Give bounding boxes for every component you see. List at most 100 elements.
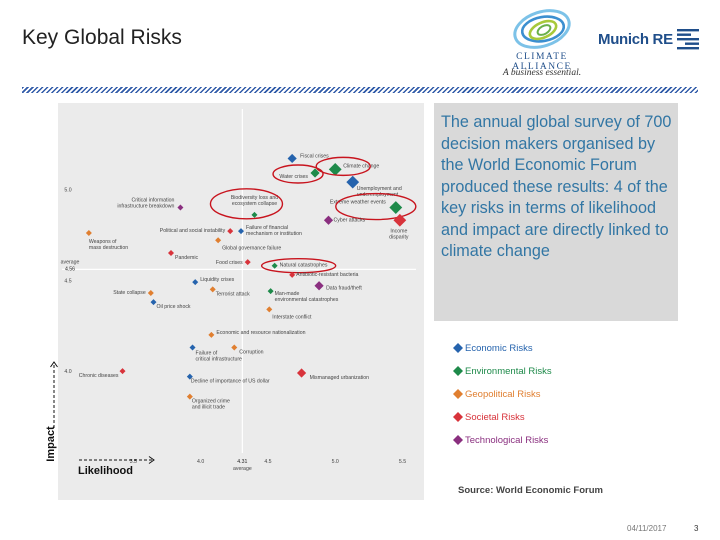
point-label-food-crises: Food crises <box>216 260 243 266</box>
point-label-global-governance-failure: Global governance failure <box>222 245 281 251</box>
legend-label-societal: Societal Risks <box>465 412 525 423</box>
highlight-ring-natural-catastrophes <box>260 258 337 274</box>
point-data-fraud-theft <box>314 281 324 291</box>
header-stripe <box>22 87 698 93</box>
point-biodiversity-loss-and-ecosystem-collapse <box>251 211 258 218</box>
y-tick-label-4-0: 4.0 <box>64 369 71 375</box>
legend-label-technological: Technological Risks <box>465 435 549 446</box>
point-climate-change <box>328 162 342 176</box>
average-x-caption: average <box>233 466 252 472</box>
legend-economic-diamond-icon <box>453 343 463 353</box>
point-label-failure-of-critical-infrastructure: Failure of critical infrastructure <box>196 351 243 363</box>
point-failure-of-critical-infrastructure <box>189 344 196 351</box>
likelihood-axis-label: Likelihood <box>78 465 133 477</box>
x-tick-label-5-0: 5.0 <box>332 459 339 465</box>
point-label-weapons-of-mass-destruction: Weapons of mass destruction <box>89 239 128 251</box>
point-pandemic <box>168 250 174 256</box>
y-tick-label-5-0: 5.0 <box>64 187 71 193</box>
point-failure-of-financial-mechanism-or-institution <box>238 228 244 235</box>
point-political-and-social-instability <box>227 228 234 235</box>
x-tick-label-3-5: 3.5 <box>130 459 137 465</box>
climate-alliance-logo: CLIMATE ALLIANCE A business essential. <box>488 6 596 84</box>
point-antibiotic-resistant-bacteria <box>289 271 296 278</box>
survey-callout: The annual global survey of 700 decision… <box>434 103 678 321</box>
point-label-biodiversity-loss-and-ecosystem-collapse: Biodiversity loss and ecosystem collapse <box>231 195 278 207</box>
point-mismanaged-urbanization <box>296 368 307 378</box>
point-organized-crime-and-illicit-trade <box>186 393 193 400</box>
point-label-data-fraud-theft: Data fraud/theft <box>326 286 362 292</box>
point-label-failure-of-financial-mechanism-or-institution: Failure of financial mechanism or institu… <box>246 225 302 237</box>
point-label-income-disparity: Income disparity <box>389 228 409 240</box>
highlight-ring-extreme-weather-events <box>335 192 417 221</box>
legend-societal-diamond-icon <box>453 412 463 422</box>
point-label-corruption: Corruption <box>239 350 263 356</box>
slide-title: Key Global Risks <box>22 26 182 49</box>
point-label-terrorist-attack: Terrorist attack <box>216 291 250 297</box>
point-food-crises <box>244 259 251 266</box>
point-critical-information-infrastructure-breakdown <box>177 204 184 211</box>
point-label-water-crises: Water crises <box>279 174 308 180</box>
risk-chart-panel: 3.5 4.0 4.5 5.0 5.5 4.0 4.5 5.0 4.31 average avera… <box>58 103 424 500</box>
point-extreme-weather-events <box>389 201 403 214</box>
point-label-unemployment-and-underemployment: Unemployment and underemployment <box>357 186 402 198</box>
point-label-economic-and-resource-nationalization: Economic and resource nationalization <box>216 330 305 336</box>
climate-alliance-tagline: A business essential. <box>502 68 582 78</box>
point-economic-and-resource-nationalization <box>208 331 215 338</box>
highlight-ring-climate-change <box>315 156 371 177</box>
point-income-disparity <box>393 213 407 227</box>
point-natural-catastrophes <box>271 262 278 269</box>
munich-re-name: Munich RE <box>598 30 673 48</box>
average-x-label: 4.31 <box>237 459 247 465</box>
risk-scatter-chart: 3.5 4.0 4.5 5.0 5.54.04.55.04.31averageavera… <box>61 109 417 472</box>
point-label-interstate-conflict: Interstate conflict <box>272 314 312 320</box>
point-terrorist-attack <box>209 286 216 293</box>
average-y-label: 4.56 <box>65 266 75 272</box>
point-liquidity-crises <box>192 279 199 286</box>
point-man-made-environmental-catastrophes <box>267 288 274 295</box>
impact-axis-label: Impact <box>45 426 57 462</box>
point-water-crises <box>310 168 320 178</box>
legend-technological-diamond-icon <box>453 435 463 445</box>
x-tick-label-4-5: 4.5 <box>264 459 271 465</box>
point-label-oil-price-shock: Oil price shock <box>157 304 191 310</box>
footer-date: 04/11/2017 <box>627 524 667 533</box>
point-label-fiscal-crises: Fiscal crises <box>300 153 329 159</box>
climate-alliance-swirl-icon <box>513 9 571 49</box>
point-label-decline-of-importance-of-us-dollar: Decline of importance of US dollar <box>191 379 270 385</box>
highlight-ring-water-crises <box>272 164 324 184</box>
point-label-cyber-attacks: Cyber attacks <box>334 217 366 223</box>
point-label-extreme-weather-events: Extreme weather events <box>330 200 386 206</box>
point-weapons-of-mass-destruction <box>85 230 92 236</box>
point-label-state-collapse: State collapse <box>113 290 146 296</box>
point-label-organized-crime-and-illicit-trade: Organized crime and illicit trade <box>192 399 230 411</box>
point-state-collapse <box>147 290 154 296</box>
y-tick-label-4-5: 4.5 <box>64 278 71 284</box>
likelihood-arrow-icon <box>79 456 155 464</box>
legend-label-geopolitical: Geopolitical Risks <box>465 389 541 400</box>
point-label-climate-change: Climate change <box>343 163 379 169</box>
point-label-liquidity-crises: Liquidity crises <box>200 277 234 283</box>
point-label-mismanaged-urbanization: Mismanaged urbanization <box>310 375 370 381</box>
point-unemployment-and-underemployment <box>346 175 360 189</box>
point-cyber-attacks <box>323 215 334 225</box>
point-oil-price-shock <box>150 299 157 306</box>
point-label-natural-catastrophes: Natural catastrophes <box>280 263 328 269</box>
point-label-chronic-diseases: Chronic diseases <box>79 373 119 379</box>
page-number: 3 <box>694 524 699 533</box>
impact-arrow-icon <box>50 361 58 428</box>
munich-re-symbol-icon <box>676 29 699 50</box>
legend-label-economic: Economic Risks <box>465 343 533 354</box>
source-note: Source: World Economic Forum <box>458 485 603 496</box>
point-label-pandemic: Pandemic <box>175 255 198 261</box>
munich-re-logo: Munich RE <box>598 28 699 50</box>
point-corruption <box>231 344 238 351</box>
legend-environmental-diamond-icon <box>453 366 463 376</box>
climate-alliance-name: CLIMATE ALLIANCE <box>512 52 572 72</box>
point-label-political-and-social-instability: Political and social instability <box>160 228 226 234</box>
point-decline-of-importance-of-us-dollar <box>186 373 193 380</box>
point-fiscal-crises <box>287 153 297 164</box>
point-label-antibiotic-resistant-bacteria: Antibiotic-resistant bacteria <box>296 272 358 278</box>
x-tick-label-4-0: 4.0 <box>197 459 204 465</box>
highlight-ring-biodiversity-loss-and-ecosystem-collapse <box>209 188 284 220</box>
survey-callout-text: The annual global survey of 700 decision… <box>441 113 672 260</box>
